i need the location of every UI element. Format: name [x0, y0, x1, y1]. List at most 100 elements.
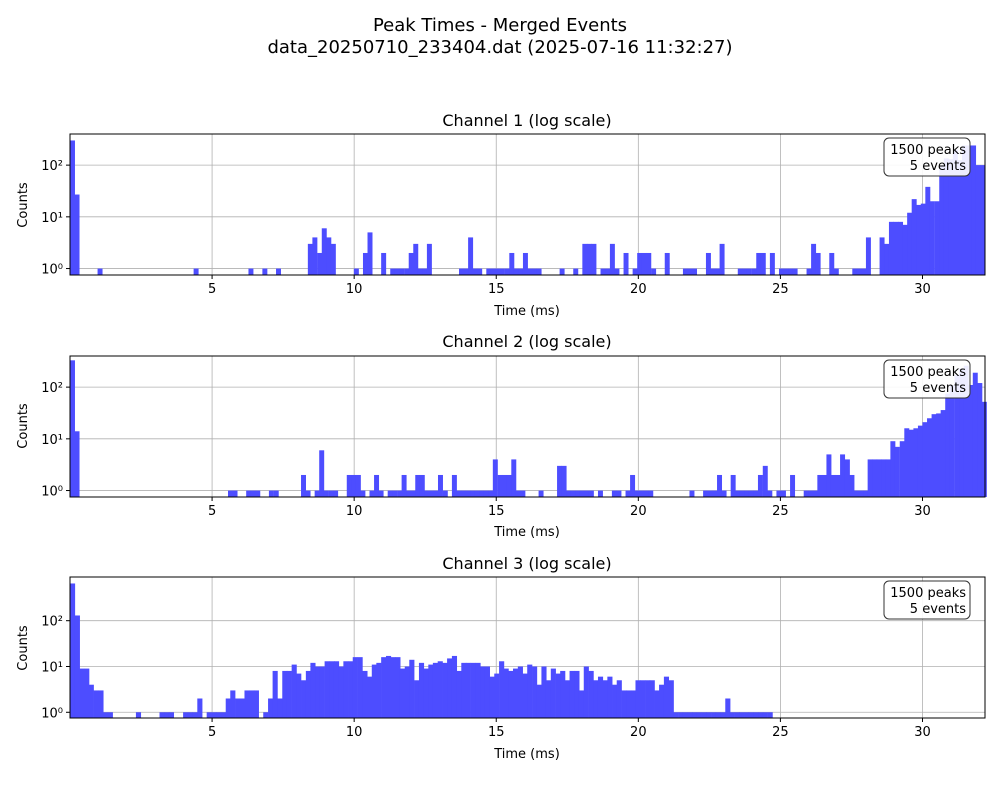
histogram-bar	[97, 268, 103, 275]
histogram-bar	[668, 680, 674, 718]
histogram-bar	[646, 252, 652, 275]
histogram-bar	[532, 268, 538, 275]
histogram-bar	[778, 268, 784, 275]
histogram-bar	[742, 268, 748, 275]
histogram-bar	[701, 712, 707, 718]
histogram-bar	[893, 221, 899, 275]
histogram-bar	[70, 583, 76, 718]
histogram-bar	[881, 459, 887, 497]
histogram-bar	[614, 268, 620, 275]
histogram-bar	[640, 680, 646, 718]
histogram-bar	[943, 158, 949, 275]
histogram-bar	[586, 243, 592, 275]
histogram-bar	[70, 360, 75, 497]
histogram-bar	[326, 237, 332, 275]
histogram-bar	[682, 712, 688, 718]
histogram-bar	[776, 490, 782, 497]
histogram-bar	[323, 490, 329, 497]
histogram-bar	[135, 712, 142, 718]
x-tick-label: 5	[208, 725, 216, 740]
histogram-bar	[362, 252, 368, 275]
histogram-bar	[504, 268, 510, 275]
histogram-bar	[408, 252, 414, 275]
histogram-bar	[513, 268, 519, 275]
histogram-bar	[902, 224, 908, 275]
y-tick-label: 10²	[41, 381, 63, 396]
histogram-bar	[856, 268, 862, 275]
histogram-bar	[532, 666, 538, 718]
histogram-bar	[357, 657, 363, 718]
histogram-bar	[719, 243, 725, 275]
histogram-bar	[276, 268, 281, 275]
histogram-bar	[250, 490, 256, 497]
histogram-bar	[545, 680, 552, 718]
histogram-bar	[641, 252, 647, 275]
histogram-bar	[262, 268, 268, 275]
histogram-bar	[649, 680, 655, 718]
histogram-bar	[945, 393, 951, 497]
histogram-bar	[574, 670, 580, 718]
figure-title: Peak Times - Merged Events	[373, 15, 627, 36]
histogram-bar	[319, 666, 325, 718]
histogram-bar	[739, 712, 745, 718]
histogram-bar	[806, 268, 812, 275]
histogram-bar	[808, 490, 814, 497]
histogram-bar	[319, 450, 325, 497]
histogram-bar	[371, 664, 377, 718]
summary-box-frame	[883, 359, 971, 399]
histogram-bar	[939, 165, 945, 275]
histogram-bar	[536, 268, 542, 275]
histogram-bar	[555, 673, 561, 718]
histogram-bar	[904, 428, 910, 497]
histogram-bar	[591, 243, 597, 275]
y-tick-label: 10⁰	[41, 263, 63, 278]
x-tick-label: 25	[772, 282, 789, 297]
histogram-bar	[961, 145, 967, 275]
histogram-bar	[605, 268, 611, 275]
histogram-bar	[876, 459, 882, 497]
x-tick-label: 20	[630, 725, 647, 740]
x-axis-label: Time (ms)	[493, 525, 560, 540]
histogram-bar	[489, 676, 495, 718]
histogram-bar	[602, 680, 608, 718]
histogram-bar	[296, 673, 302, 718]
subplot-title: Channel 2 (log scale)	[442, 332, 611, 351]
histogram-bar	[920, 203, 926, 275]
histogram-bar	[93, 690, 99, 718]
subplot-channel-2: Channel 2 (log scale) Time (ms) Counts 5…	[16, 332, 987, 540]
histogram-bar	[744, 490, 750, 497]
histogram-bar	[916, 204, 922, 275]
histogram-bar	[849, 474, 855, 497]
histogram-bar	[301, 680, 307, 718]
histogram-bar	[366, 676, 373, 718]
histogram-bar	[597, 490, 603, 497]
histogram-bar	[751, 268, 757, 275]
histogram-bar	[472, 268, 478, 275]
histogram-bar	[579, 490, 585, 497]
histogram-bar	[913, 428, 919, 497]
histogram-bar	[678, 712, 684, 718]
axes-frame	[69, 576, 986, 719]
histogram-bar	[630, 474, 636, 497]
histogram-bar	[762, 465, 768, 497]
peaks-count-label: 1500 peaks	[890, 365, 966, 380]
histogram-bar	[355, 474, 361, 497]
histogram-bar	[406, 490, 412, 497]
histogram-bar	[692, 268, 698, 275]
histogram-bar	[367, 232, 373, 275]
histogram-bar	[239, 698, 245, 718]
histogram-bar	[725, 698, 731, 718]
histogram-bar	[607, 676, 613, 718]
histogram-bar	[522, 673, 528, 718]
summary-box-frame	[883, 137, 971, 177]
histogram-bar	[689, 490, 695, 497]
histogram-bar	[833, 268, 839, 275]
histogram-bar	[963, 365, 969, 497]
histogram-bar	[861, 268, 867, 275]
histogram-bar	[468, 237, 474, 275]
summary-box-frame	[883, 580, 971, 620]
histogram-bar	[461, 662, 467, 718]
histogram-bar	[381, 252, 387, 275]
